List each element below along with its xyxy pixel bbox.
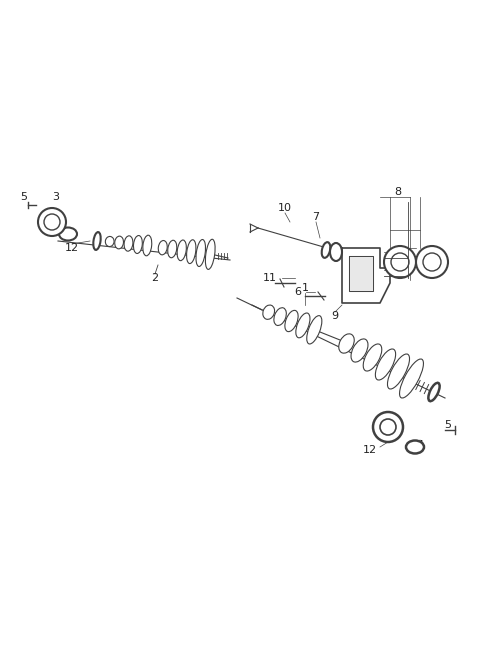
Ellipse shape [322,242,330,258]
Ellipse shape [363,344,382,371]
Circle shape [373,412,403,442]
Ellipse shape [330,243,342,261]
Text: 4: 4 [417,440,423,450]
Circle shape [38,208,66,236]
Polygon shape [349,256,373,291]
Text: 8: 8 [395,187,402,197]
Text: 5: 5 [444,420,452,430]
Ellipse shape [285,310,298,332]
Ellipse shape [375,349,396,380]
Text: 11: 11 [263,273,277,283]
Ellipse shape [93,232,101,250]
Ellipse shape [59,228,77,241]
Ellipse shape [196,239,205,266]
Ellipse shape [399,359,423,398]
Circle shape [423,253,441,271]
Ellipse shape [115,236,123,249]
Ellipse shape [351,339,368,362]
Ellipse shape [187,239,196,264]
Ellipse shape [339,334,354,353]
Circle shape [380,419,396,435]
Ellipse shape [274,308,286,325]
Text: 7: 7 [312,212,320,222]
Ellipse shape [263,305,275,319]
Circle shape [384,246,416,278]
Ellipse shape [168,240,177,258]
Text: 10: 10 [278,203,292,213]
Text: 1: 1 [301,283,309,293]
Text: 3: 3 [52,192,60,202]
Circle shape [391,253,409,271]
Ellipse shape [428,383,440,401]
Circle shape [44,214,60,230]
Text: 12: 12 [65,243,79,253]
Ellipse shape [296,313,310,338]
Ellipse shape [205,239,215,270]
Text: 5: 5 [21,192,27,202]
Text: 4: 4 [40,217,48,227]
Ellipse shape [158,241,167,255]
Ellipse shape [406,440,424,453]
Ellipse shape [105,236,114,247]
Text: 9: 9 [331,311,338,321]
Ellipse shape [133,236,143,253]
Ellipse shape [124,236,133,251]
Ellipse shape [387,354,409,389]
Ellipse shape [143,236,152,256]
Ellipse shape [177,240,186,260]
Text: 12: 12 [363,445,377,455]
Text: 3: 3 [392,420,398,430]
Circle shape [416,246,448,278]
Ellipse shape [307,316,322,344]
Polygon shape [342,248,390,303]
Text: 6: 6 [295,287,301,297]
Text: 2: 2 [151,273,158,283]
